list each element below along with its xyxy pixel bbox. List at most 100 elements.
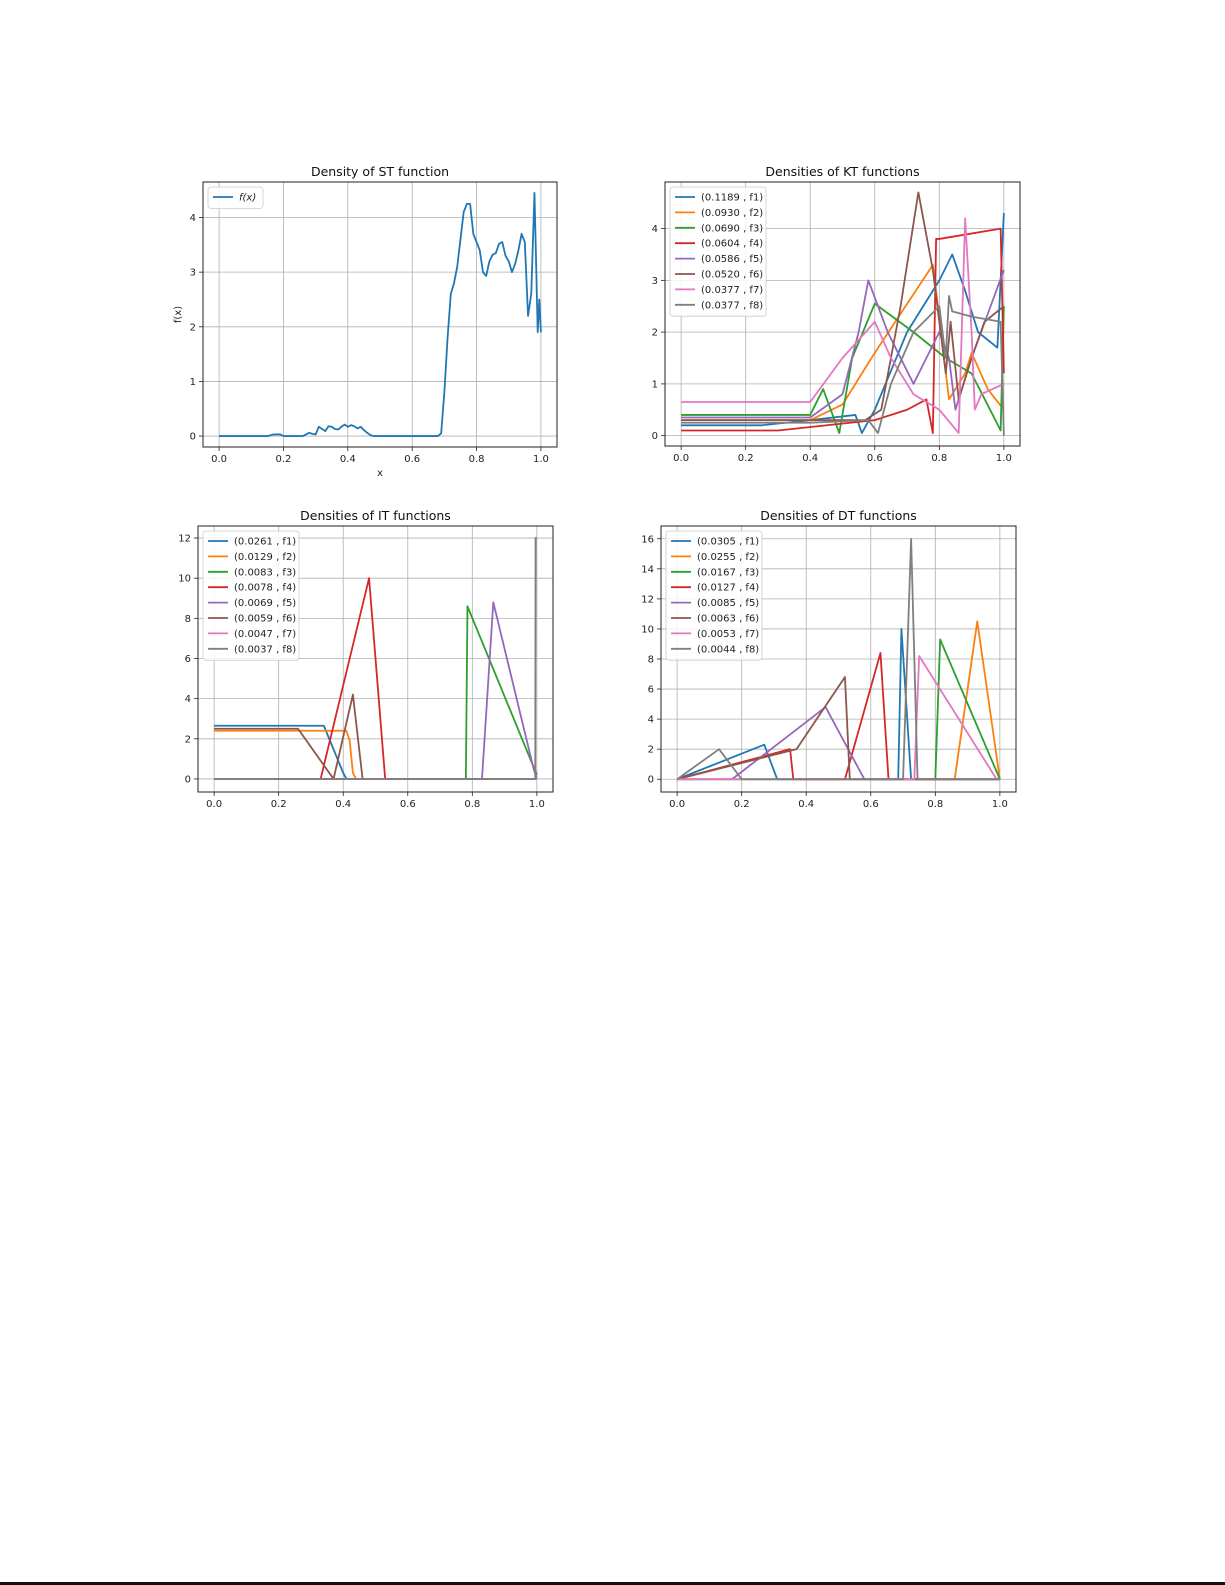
y-tick-label: 1 xyxy=(652,379,658,390)
x-tick-label: 0.6 xyxy=(867,453,883,464)
chart-kt-svg: Densities of KT functions 0.0 0.2 0.4 0.6 0.8… xyxy=(652,164,1021,464)
x-tick-label: 0.4 xyxy=(802,453,818,464)
x-tick-label: 1.0 xyxy=(529,799,545,810)
y-tick-label: 0 xyxy=(648,775,654,786)
series-line-6 xyxy=(214,693,537,780)
y-tick-label: 14 xyxy=(641,564,654,575)
y-tick-label: 0 xyxy=(652,431,658,442)
series-line-5 xyxy=(681,269,1005,419)
series-line-7 xyxy=(681,217,1005,434)
y-tick-label: 0 xyxy=(190,432,196,443)
legend-label-2: (0.0930 , f2) xyxy=(701,208,763,219)
series-line-8 xyxy=(214,537,537,780)
legend-label-3: (0.0167 , f3) xyxy=(697,567,759,578)
x-tick-label: 0.6 xyxy=(400,799,416,810)
series-line-1 xyxy=(214,724,537,780)
y-tick-label: 10 xyxy=(641,624,654,635)
y-tick-label: 2 xyxy=(190,322,196,333)
legend-label-1: (0.0305 , f1) xyxy=(697,537,759,548)
legend: (0.0305 , f1) (0.0255 , f2) (0.0167 , f3) (… xyxy=(665,530,763,661)
legend-box xyxy=(202,530,300,661)
x-tick-label: 0.2 xyxy=(271,799,287,810)
series-line-4 xyxy=(681,227,1005,434)
y-tick-label: 2 xyxy=(652,328,658,339)
series-line-5 xyxy=(677,706,1000,781)
series-line-8 xyxy=(681,294,1005,436)
y-tick-label: 3 xyxy=(190,268,196,279)
x-tick-label: 0.2 xyxy=(738,453,754,464)
legend-label-7: (0.0047 , f7) xyxy=(234,629,296,640)
series-line-1 xyxy=(219,192,542,437)
legend-label-7: (0.0377 , f7) xyxy=(701,285,763,296)
y-tick-label: 0 xyxy=(185,774,191,785)
x-tick-label: 0.2 xyxy=(276,454,292,465)
chart-title: Densities of DT functions xyxy=(760,508,917,523)
legend-label-5: (0.0069 , f5) xyxy=(234,598,296,609)
legend-label-8: (0.0037 , f8) xyxy=(234,644,296,655)
legend-label-4: (0.0604 , f4) xyxy=(701,239,763,250)
x-tick-label: 0.8 xyxy=(464,799,480,810)
legend-label-4: (0.0127 , f4) xyxy=(697,583,759,594)
x-tick-label: 0.4 xyxy=(340,454,356,465)
legend-label-5: (0.0085 , f5) xyxy=(697,598,759,609)
chart-title: Density of ST function xyxy=(311,164,449,179)
legend-label-3: (0.0083 , f3) xyxy=(234,567,296,578)
plot-frame xyxy=(202,181,558,448)
y-tick-label: 4 xyxy=(648,715,654,726)
series-line-3 xyxy=(681,302,1005,434)
legend-label-7: (0.0053 , f7) xyxy=(697,629,759,640)
y-tick-label: 8 xyxy=(185,614,191,625)
y-tick-label: 8 xyxy=(648,655,654,666)
y-tick-label: 4 xyxy=(652,224,658,235)
legend-box xyxy=(207,186,264,209)
y-tick-label: 4 xyxy=(185,694,191,705)
x-tick-label: 0.0 xyxy=(673,453,689,464)
legend: (0.1189 , f1) (0.0930 , f2) (0.0690 , f3) (… xyxy=(669,186,767,317)
plot-frame xyxy=(197,525,554,793)
legend-label-1: (0.0261 , f1) xyxy=(234,537,296,548)
x-tick-label: 0.6 xyxy=(404,454,420,465)
legend: f(x) xyxy=(207,186,264,209)
legend-box xyxy=(665,530,763,661)
y-tick-label: 6 xyxy=(185,654,191,665)
chart-st: Density of ST function 0.0 0.2 0.4 0.6 0.8 1.0… xyxy=(170,162,570,482)
legend-label-1: f(x) xyxy=(239,193,256,204)
legend-label-6: (0.0059 , f6) xyxy=(234,614,296,625)
x-tick-label: 0.6 xyxy=(863,799,879,810)
y-tick-label: 16 xyxy=(641,534,654,545)
x-tick-label: 0.4 xyxy=(798,799,814,810)
x-tick-label: 0.0 xyxy=(206,799,222,810)
series-line-8 xyxy=(676,537,1000,781)
y-tick-label: 2 xyxy=(648,745,654,756)
x-tick-label: 0.4 xyxy=(335,799,351,810)
chart-st-svg: Density of ST function 0.0 0.2 0.4 0.6 0.8 1.0… xyxy=(173,164,558,479)
chart-title: Densities of KT functions xyxy=(765,164,919,179)
chart-dt-svg: Densities of DT functions 0.0 0.2 0.4 0.6 0.8… xyxy=(641,508,1017,810)
x-tick-label: 1.0 xyxy=(992,799,1008,810)
chart-title: Densities of IT functions xyxy=(300,508,451,523)
series-line-2 xyxy=(214,729,537,780)
series-line-6 xyxy=(676,676,1000,781)
y-tick-label: 4 xyxy=(190,213,196,224)
x-tick-label: 0.0 xyxy=(211,454,227,465)
y-tick-label: 1 xyxy=(190,377,196,388)
legend-label-2: (0.0129 , f2) xyxy=(234,552,296,563)
chart-it: Densities of IT functions 0.0 0.2 0.4 0.6 0.8… xyxy=(170,506,570,826)
x-tick-label: 1.0 xyxy=(533,454,549,465)
plot-frame xyxy=(660,525,1017,793)
x-tick-label: 0.8 xyxy=(927,799,943,810)
y-tick-label: 12 xyxy=(178,534,191,545)
legend-label-6: (0.0520 , f6) xyxy=(701,270,763,281)
plot-frame xyxy=(664,181,1021,447)
chart-kt: Densities of KT functions 0.0 0.2 0.4 0.6 0.8… xyxy=(635,162,1035,482)
legend-box xyxy=(669,186,767,317)
y-tick-label: 12 xyxy=(641,594,654,605)
legend: (0.0261 , f1) (0.0129 , f2) (0.0083 , f3) (… xyxy=(202,530,300,661)
legend-label-1: (0.1189 , f1) xyxy=(701,193,763,204)
legend-label-8: (0.0377 , f8) xyxy=(701,300,763,311)
legend-label-4: (0.0078 , f4) xyxy=(234,583,296,594)
page-bottom-rule xyxy=(0,1582,1225,1585)
legend-label-8: (0.0044 , f8) xyxy=(697,644,759,655)
legend-label-3: (0.0690 , f3) xyxy=(701,223,763,234)
y-tick-label: 2 xyxy=(185,734,191,745)
